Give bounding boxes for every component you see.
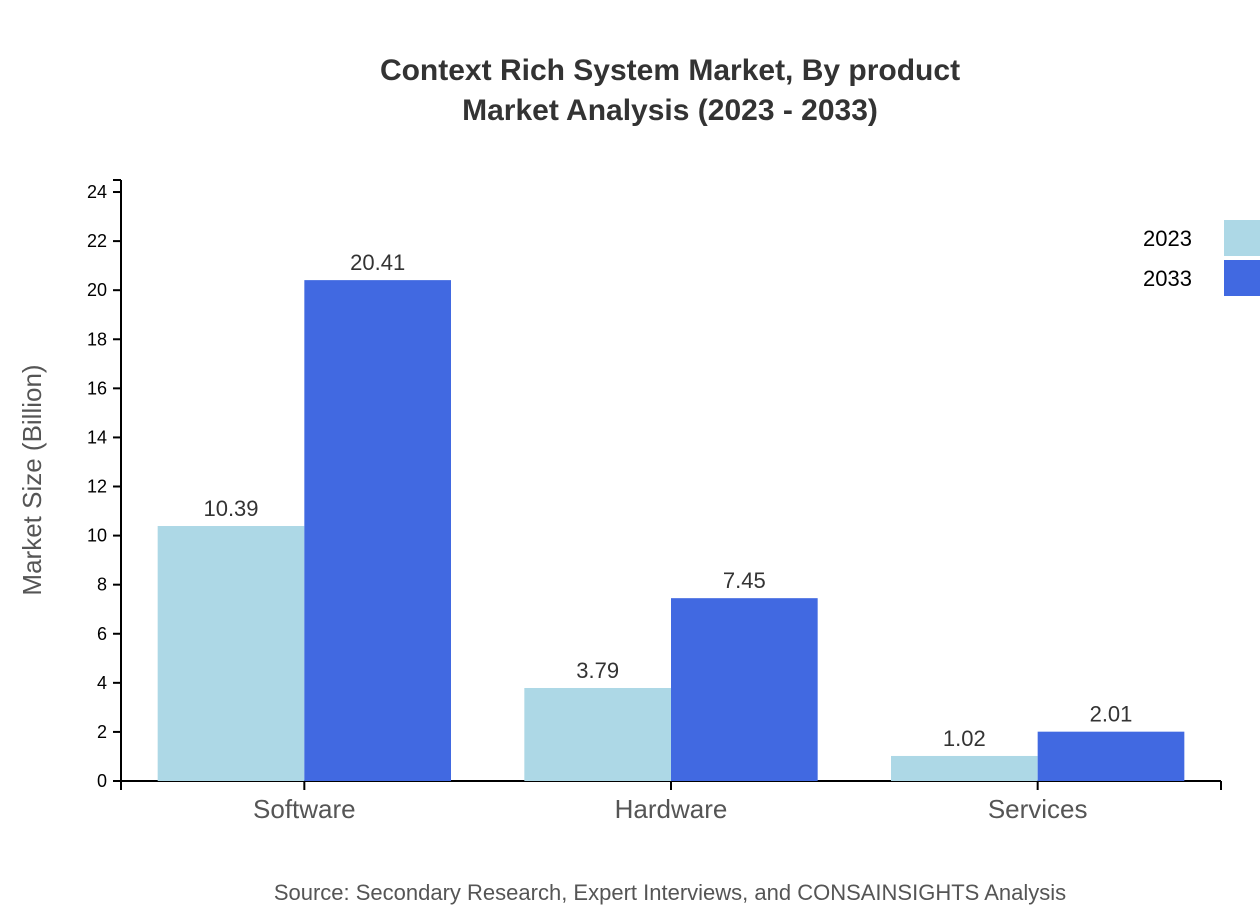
- chart-title: Context Rich System Market, By product: [380, 54, 960, 87]
- bar-2023-services: [891, 755, 1038, 781]
- legend-swatch-2033: [1224, 260, 1260, 296]
- data-label: 7.45: [723, 568, 766, 593]
- data-label: 2.01: [1090, 702, 1133, 727]
- y-tick-label: 24: [87, 182, 107, 202]
- bar-2023-software: [157, 526, 305, 781]
- y-tick-label: 14: [87, 427, 107, 447]
- y-axis-label: Market Size (Billion): [17, 364, 47, 595]
- bar-2033-services: [1037, 731, 1185, 781]
- data-label: 3.79: [576, 658, 619, 683]
- bar-2023-hardware: [524, 687, 671, 781]
- y-tick-label: 10: [87, 526, 107, 546]
- x-tick-label: Services: [988, 794, 1088, 824]
- x-tick-label: Software: [253, 794, 356, 824]
- y-tick-label: 2: [97, 722, 107, 742]
- chart-subtitle: Market Analysis (2023 - 2033): [462, 94, 878, 127]
- y-tick-label: 12: [87, 477, 107, 497]
- data-label: 20.41: [350, 250, 405, 275]
- y-tick-label: 8: [97, 575, 107, 595]
- bar-2033-software: [304, 280, 451, 781]
- legend-label: 2033: [1143, 266, 1192, 291]
- source-note: Source: Secondary Research, Expert Inter…: [274, 880, 1066, 905]
- x-tick-label: Hardware: [615, 794, 728, 824]
- y-tick-label: 0: [97, 771, 107, 791]
- data-label: 10.39: [203, 496, 258, 521]
- bar-2033-hardware: [671, 598, 818, 781]
- y-tick-label: 6: [97, 624, 107, 644]
- y-tick-label: 22: [87, 231, 107, 251]
- legend-label: 2023: [1143, 226, 1192, 251]
- y-tick-label: 20: [87, 280, 107, 300]
- y-tick-label: 16: [87, 378, 107, 398]
- data-label: 1.02: [943, 726, 986, 751]
- legend-swatch-2023: [1224, 220, 1260, 256]
- y-tick-label: 18: [87, 329, 107, 349]
- y-tick-label: 4: [97, 673, 107, 693]
